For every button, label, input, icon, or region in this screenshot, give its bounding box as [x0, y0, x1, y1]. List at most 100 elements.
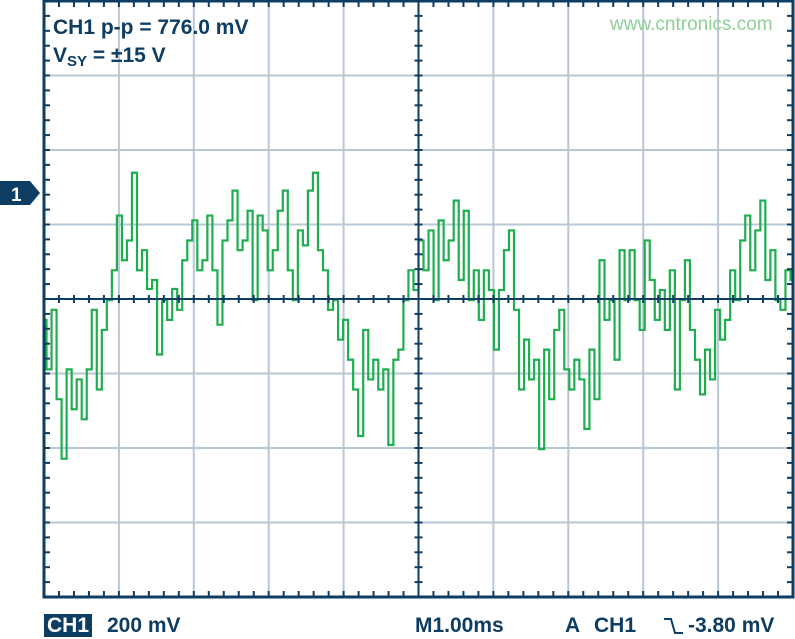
trace-point — [374, 358, 377, 361]
supply-value: = ±15 V — [87, 44, 166, 67]
trace-point — [581, 378, 583, 381]
trace-point — [565, 368, 568, 371]
trace-point — [214, 269, 216, 272]
trace-point — [701, 393, 704, 396]
trace-point — [68, 368, 70, 371]
trace-point — [782, 309, 784, 311]
trace-point — [762, 199, 764, 202]
measurement-readout: CH1 p-p = 776.0 mV — [53, 16, 249, 39]
trace-point — [209, 214, 211, 217]
trace-point — [656, 319, 659, 321]
trace-point — [430, 229, 432, 232]
trace-point — [495, 348, 498, 351]
trace-point — [385, 368, 387, 371]
trace-point — [515, 309, 518, 311]
trace-point — [58, 398, 60, 401]
trace-point — [188, 239, 191, 242]
trace-point — [359, 435, 362, 437]
trace-point — [304, 244, 307, 247]
trace-point — [395, 358, 397, 361]
trace-point — [93, 309, 96, 311]
trace-point — [264, 229, 266, 232]
trace-point — [706, 348, 709, 351]
trace-point — [234, 189, 236, 192]
trace-point — [415, 289, 417, 291]
trace-point — [183, 259, 186, 262]
trace-point — [676, 388, 679, 391]
trace-point — [244, 239, 246, 242]
trace-point — [224, 239, 226, 242]
channel-1-marker[interactable]: 1 — [0, 181, 40, 206]
trace-point — [178, 309, 181, 311]
trace-point — [576, 358, 578, 361]
trace-point — [78, 378, 80, 381]
channel-label: CH1 — [44, 614, 93, 638]
trace-point — [772, 249, 774, 252]
trace-point — [726, 319, 729, 321]
trace-point — [505, 249, 508, 252]
trace-point — [731, 269, 734, 272]
trigger-mode: A — [565, 614, 581, 637]
trace-point — [173, 288, 176, 290]
trace-point — [204, 259, 206, 262]
trace-point — [354, 388, 357, 391]
timebase: M1.00ms — [415, 614, 504, 637]
trace-point — [555, 329, 558, 331]
trace-point — [666, 329, 669, 331]
trace-point — [53, 309, 55, 311]
channel-badge: CH1 — [44, 614, 93, 637]
trace-point — [525, 338, 528, 341]
trace-point — [269, 269, 272, 272]
trace-point — [133, 171, 136, 174]
trace-point — [324, 269, 327, 272]
trace-point — [289, 269, 292, 272]
trace-point — [98, 388, 101, 391]
trace-point — [158, 353, 161, 356]
trace-point — [274, 249, 277, 252]
trace-point — [239, 249, 241, 252]
trace-point — [113, 269, 116, 272]
trace-point — [455, 199, 458, 202]
trace-point — [651, 279, 654, 281]
trace-point — [671, 269, 674, 272]
trace-point — [400, 348, 402, 351]
trace-point — [686, 259, 689, 262]
trace-point — [279, 209, 282, 212]
trace-point — [194, 219, 196, 222]
trace-point — [88, 368, 91, 371]
trace-point — [168, 319, 171, 321]
trace-point — [460, 279, 463, 281]
trigger-level: -3.80 mV — [688, 614, 775, 637]
trace-point — [349, 358, 352, 361]
trace-point — [319, 249, 322, 252]
trace-point — [661, 289, 664, 291]
trace-point — [138, 269, 141, 272]
trigger-source: CH1 — [594, 614, 637, 637]
trace-point — [339, 338, 342, 341]
trace-point — [309, 189, 312, 192]
trace-point — [48, 368, 50, 371]
trace-point — [425, 269, 427, 272]
falling-edge-icon — [664, 618, 683, 634]
trace-point — [73, 408, 75, 411]
trace-point — [445, 259, 447, 262]
trace-point — [390, 444, 392, 446]
trace-point — [364, 329, 367, 331]
trace-point — [118, 214, 121, 217]
trace-point — [716, 309, 719, 311]
trace-point — [621, 249, 623, 252]
trace-point — [123, 259, 126, 262]
trace-point — [379, 388, 382, 391]
trace-point — [259, 214, 261, 217]
trace-point — [284, 189, 287, 192]
trace-point — [757, 229, 759, 232]
trace-point — [691, 329, 694, 331]
volts-per-div: 200 mV — [107, 614, 181, 637]
trace-point — [485, 269, 488, 272]
trace-point — [148, 288, 151, 290]
trace-point — [199, 269, 201, 272]
trace-point — [746, 214, 749, 217]
trace-point — [535, 358, 538, 361]
trace-point — [721, 338, 724, 341]
